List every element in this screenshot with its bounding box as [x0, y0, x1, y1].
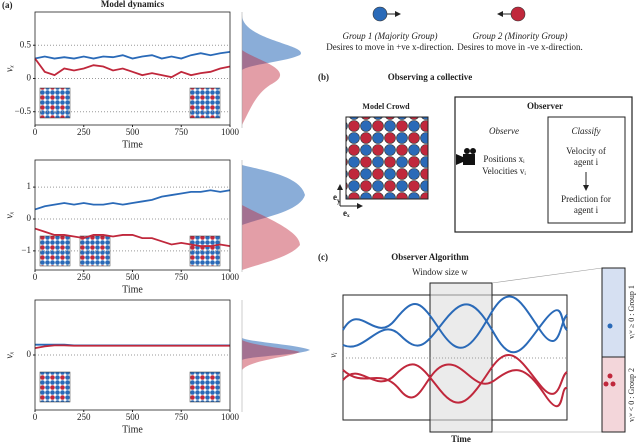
x-tick-label: 750	[175, 272, 189, 282]
series-line	[34, 344, 230, 350]
y-tick-label: 0	[27, 73, 32, 83]
classify-box	[547, 116, 626, 224]
group1-rule: vᵢʷ ≥ 0 : Group 1	[627, 285, 636, 339]
plot-frame	[34, 159, 231, 271]
dot	[610, 381, 616, 387]
crowd-label: Model Crowd	[362, 102, 410, 111]
group1-box	[601, 267, 626, 358]
group2-box	[601, 356, 626, 433]
y-axis-label: vᵢ	[328, 352, 338, 358]
legend-desc: Desires to move in -ve x-direction.	[457, 42, 582, 52]
x-tick-label: 500	[126, 127, 140, 137]
dot	[607, 373, 613, 379]
x-tick-label: 500	[126, 272, 140, 282]
y-tick-label: 0	[27, 213, 32, 223]
y-tick-label: 1	[27, 181, 32, 191]
velocity-label: Velocity of	[566, 146, 606, 156]
x-tick-label: 500	[126, 412, 140, 422]
prediction-label: Prediction for	[561, 194, 611, 204]
x-tick-label: 750	[175, 127, 189, 137]
window-label: Window size w	[412, 267, 468, 277]
group2-rule: vᵢʷ < 0 : Group 2	[627, 368, 636, 422]
x-tick-label: 1000	[221, 272, 240, 282]
legend-label: Group 1 (Majority Group)	[342, 31, 437, 41]
x-tick-label: 250	[77, 272, 91, 282]
velocities-label: Velocities vᵢ	[482, 166, 526, 176]
basis-label: ey	[333, 192, 341, 205]
y-tick-label: 0	[27, 349, 32, 359]
plot-frame	[34, 299, 231, 411]
camera	[456, 148, 476, 165]
panel-label: (b)	[318, 72, 329, 82]
crowd	[345, 116, 429, 200]
panel-title: Observer Algorithm	[391, 252, 469, 262]
prediction-label: agent i	[574, 205, 599, 215]
x-axis-label: Time	[451, 434, 471, 444]
y-axis-label: vₓ	[4, 65, 15, 72]
sample-curves	[342, 295, 568, 408]
legend: Group 1 (Majority Group) Desires to move…	[326, 6, 583, 52]
y-axis-label: vₓ	[4, 351, 15, 358]
x-tick-label: 1000	[221, 127, 240, 137]
x-tick-label: 250	[77, 412, 91, 422]
x-tick-label: 750	[175, 412, 189, 422]
series-line	[34, 189, 231, 211]
observe-label: Observe	[489, 126, 519, 136]
basis-label: eₓ	[343, 208, 350, 218]
y-tick-label: 0.5	[20, 39, 32, 49]
dot	[607, 323, 613, 329]
legend-label: Group 2 (Minority Group)	[472, 31, 567, 41]
panel-label: (a)	[2, 0, 13, 10]
legend-desc: Desires to move in +ve x-direction.	[326, 42, 454, 52]
chart-title: Model dynamics	[101, 0, 165, 9]
dot	[603, 381, 609, 387]
y-axis-label: vₓ	[4, 211, 15, 218]
x-tick-label: 0	[33, 127, 38, 137]
series-line	[34, 57, 231, 79]
velocity-label: agent i	[574, 157, 599, 167]
observer-box	[454, 96, 633, 233]
x-axis-label: Time	[122, 424, 143, 435]
classify-label: Classify	[571, 126, 600, 136]
panel-label: (c)	[318, 252, 328, 262]
plot-frame	[34, 11, 231, 126]
observer-label: Observer	[527, 101, 563, 111]
x-tick-label: 0	[33, 272, 38, 282]
series-line	[34, 50, 231, 60]
panel-title: Observing a collective	[388, 72, 472, 82]
x-tick-label: 0	[33, 412, 38, 422]
x-axis-label: Time	[122, 139, 143, 150]
positions-label: Positions xᵢ	[483, 154, 525, 164]
x-tick-label: 250	[77, 127, 91, 137]
y-tick-label: −0.5	[15, 106, 32, 116]
x-axis-label: Time	[122, 284, 143, 295]
histograms	[241, 12, 310, 412]
connector	[491, 267, 603, 284]
series-line	[34, 227, 231, 247]
x-tick-label: 1000	[221, 412, 240, 422]
y-tick-label: −1	[21, 245, 31, 255]
